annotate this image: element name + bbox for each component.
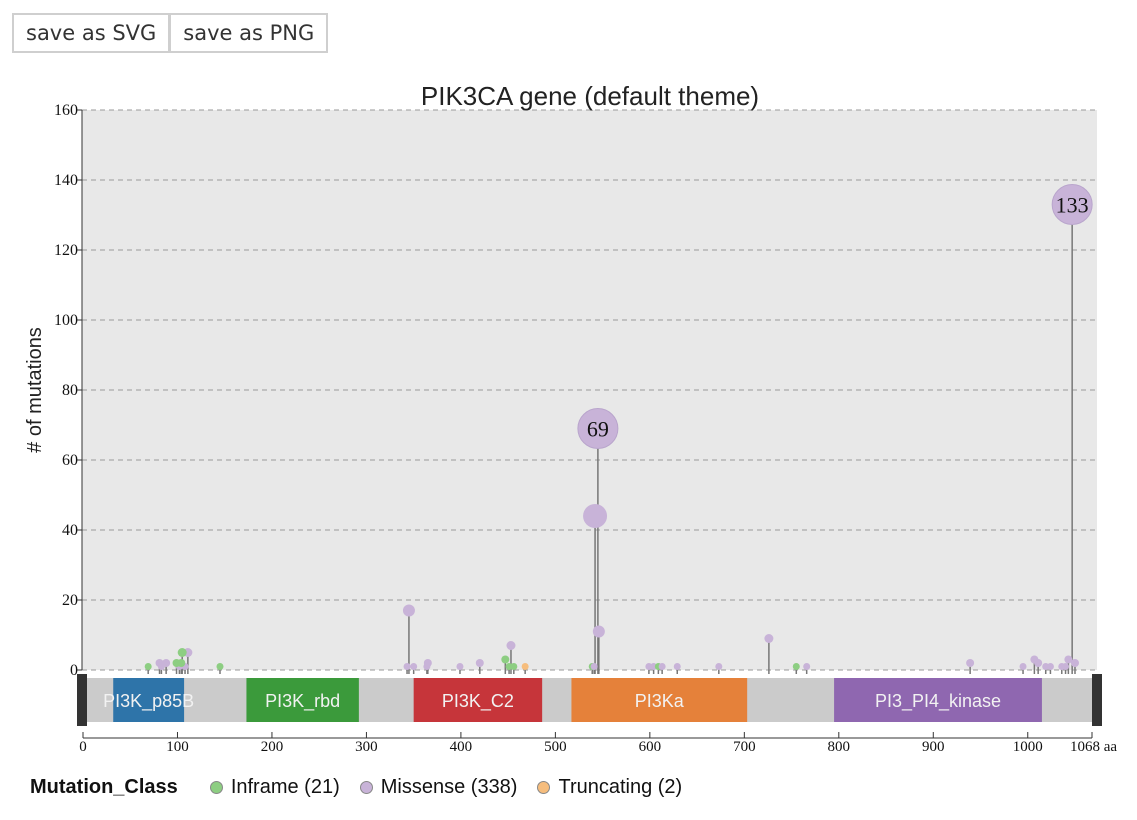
mutation-head [501,655,510,664]
mutation-head [590,663,598,670]
x-tick-label: 700 [733,739,756,755]
y-tick-label: 40 [62,522,78,539]
x-tick-label: 800 [828,739,851,755]
x-tick-label: 900 [922,739,945,755]
x-max-label: 1068 aa [1070,739,1117,755]
mutation-head [144,663,152,670]
legend: Mutation_Class Inframe (21) Missense (33… [30,776,702,799]
legend-title: Mutation_Class [30,776,178,798]
mutation-head [577,408,619,449]
mutation-head [1070,659,1079,667]
mutation-head [673,663,681,670]
domain-label: PI3K_C2 [442,691,514,712]
mutation-head [1062,663,1070,670]
save-png-button[interactable]: save as PNG [170,13,329,53]
mutation-head [177,648,187,657]
mutation-head [592,625,605,638]
domain-label: PI3K_p85B [103,691,194,712]
mutation-head [1030,655,1039,664]
mutation-count-label: 133 [1056,193,1089,218]
domain-pi3k-rbd [246,678,359,722]
x-tick-label: 300 [355,739,378,755]
y-tick-label: 20 [62,592,78,609]
x-tick-label: 0 [79,739,87,755]
legend-item-inframe[interactable]: Inframe (21) [209,776,340,799]
x-tick-label: 100 [166,739,189,755]
toolbar: save as SVG save as PNG [12,13,329,53]
chart-title: PIK3CA gene (default theme) [421,81,759,111]
domain-pi3ka [571,678,748,722]
domain-label: PI3K_rbd [265,691,340,712]
mutation-head [966,659,975,667]
domain-pi3k-c2 [413,678,543,722]
y-tick-label: 60 [62,452,78,469]
y-tick-label: 140 [54,172,78,189]
y-tick-label: 80 [62,382,78,399]
lollipop-chart: 0 20 40 60 80 100 120 140 160 PIK3CA gene (defau… [24,81,1117,755]
mutation-head [162,659,171,667]
domain-pi3-pi4-kinase [834,678,1042,722]
legend-label-inframe: Inframe (21) [230,776,340,798]
mutation-head [764,634,774,643]
x-tick-label: 400 [450,739,473,755]
x-axis: 0 100 200 300 400 500 600 700 800 900 1000 1068 aa [79,732,1117,755]
x-tick-label: 1000 [1013,739,1043,755]
y-axis-label: # of mutations [24,327,46,453]
legend-item-truncating[interactable]: Truncating (2) [537,776,682,799]
save-svg-button[interactable]: save as SVG [12,13,171,53]
domain-label: PI3_PI4_kinase [875,691,1001,712]
mutation-head [792,663,800,670]
mutation-head [155,659,164,667]
mutation-head [177,659,186,667]
mutation-head [1051,184,1093,225]
mutation-head [803,663,811,670]
legend-dot-inframe [209,781,223,794]
mutation-head [583,504,608,528]
gridlines [82,109,1097,671]
backbone-start-cap [77,674,87,726]
y-tick-label: 120 [54,242,78,259]
mutation-head [475,659,484,667]
x-tick-label: 600 [639,739,662,755]
y-tick-label: 0 [70,662,78,679]
mutation-head [506,641,516,650]
y-axis: 0 20 40 60 80 100 120 140 160 [54,102,83,679]
mutation-lollipops: 69 133 [144,184,1093,670]
mutation-head [658,663,666,670]
mutation-count-label: 69 [587,417,609,442]
domain-pi3k-p85b [113,678,185,722]
y-tick-label: 100 [54,312,78,329]
legend-label-missense: Missense (338) [380,776,518,798]
x-tick-label: 200 [261,739,284,755]
mutation-head [403,663,411,670]
mutation-head [216,663,224,670]
mutation-head [1046,663,1054,670]
mutation-head [521,663,529,670]
y-tick-label: 160 [54,102,78,119]
mutation-head [510,663,518,670]
mutation-head [402,604,415,617]
mutation-head [456,663,464,670]
legend-label-truncating: Truncating (2) [558,776,683,798]
legend-dot-truncating [537,781,551,794]
x-tick-label: 500 [544,739,567,755]
mutation-head [423,659,432,667]
legend-dot-missense [359,781,373,794]
domain-label: PI3Ka [635,691,685,711]
backbone-end-cap [1092,674,1102,726]
mutation-head [1064,655,1073,664]
mutation-head [715,663,723,670]
protein-domains: PI3K_p85B PI3K_rbd PI3K_C2 PI3Ka PI3_PI4_kin… [103,678,1042,722]
mutation-head [1019,663,1027,670]
legend-item-missense[interactable]: Missense (338) [359,776,518,799]
mutation-head [410,663,418,670]
